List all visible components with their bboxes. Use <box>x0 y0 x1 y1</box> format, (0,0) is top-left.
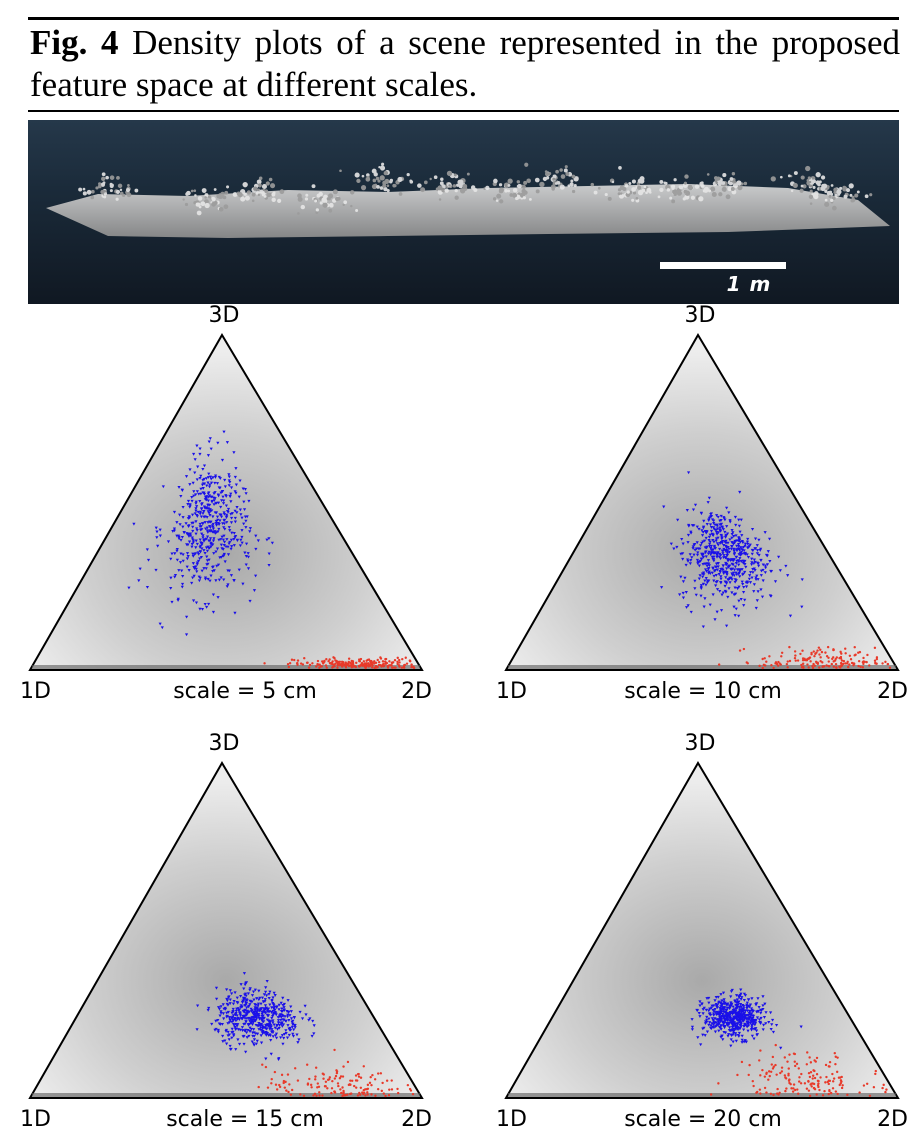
vertex-label-2d: 2D <box>877 1107 908 1132</box>
scene-point-cloud-image: 1 m <box>28 120 899 304</box>
ternary-triangle <box>28 761 424 1099</box>
vertex-label-1d: 1D <box>496 679 527 704</box>
ternary-triangle <box>504 333 900 671</box>
base-density-band <box>508 665 896 669</box>
ternary-plot <box>504 761 900 1099</box>
density-plot-scale-20cm: 3D 1D 2D scale = 20 cm <box>496 731 908 1136</box>
vertex-label-3d: 3D <box>684 303 716 328</box>
ternary-plot <box>28 333 424 671</box>
scale-bar-label: 1 m <box>726 272 772 296</box>
red-points <box>263 656 416 670</box>
caption-text: Density plots of a scene represented in … <box>30 23 901 104</box>
blue-points <box>127 430 274 637</box>
scale-label: scale = 15 cm <box>166 1107 324 1132</box>
blue-points <box>660 471 804 629</box>
density-plot-scale-5cm: 3D 1D 2D scale = 5 cm <box>20 303 432 708</box>
vertex-label-1d: 1D <box>20 1107 51 1132</box>
figure-caption: Fig. 4 Density plots of a scene represen… <box>30 22 900 106</box>
scale-label: scale = 10 cm <box>624 679 782 704</box>
base-density-band <box>508 1093 896 1097</box>
caption-top-rule <box>28 17 899 20</box>
ternary-triangle <box>504 761 900 1099</box>
vertex-label-3d: 3D <box>684 731 716 756</box>
figure-label: Fig. 4 <box>30 23 119 62</box>
scale-bar <box>660 262 786 269</box>
scene-render <box>46 162 890 269</box>
red-points <box>717 645 892 670</box>
caption-bottom-rule <box>28 110 899 112</box>
scale-label: scale = 5 cm <box>173 679 317 704</box>
vertex-label-2d: 2D <box>401 679 432 704</box>
ternary-plot <box>504 333 900 671</box>
vertex-label-1d: 1D <box>496 1107 527 1132</box>
density-plot-scale-10cm: 3D 1D 2D scale = 10 cm <box>496 303 908 708</box>
vertex-label-2d: 2D <box>401 1107 432 1132</box>
vertex-label-1d: 1D <box>20 679 51 704</box>
red-points <box>257 1048 415 1098</box>
base-density-band <box>32 1093 420 1097</box>
ternary-plot <box>28 761 424 1099</box>
base-density-band <box>32 665 420 669</box>
terrain-surface <box>46 184 890 238</box>
vertex-label-3d: 3D <box>208 303 240 328</box>
red-points <box>709 1043 888 1098</box>
ternary-triangle <box>28 333 424 671</box>
scale-label: scale = 20 cm <box>624 1107 782 1132</box>
vertex-label-2d: 2D <box>877 679 908 704</box>
blue-points <box>195 972 316 1062</box>
density-plot-scale-15cm: 3D 1D 2D scale = 15 cm <box>20 731 432 1136</box>
vertex-label-3d: 3D <box>208 731 240 756</box>
vegetation-clusters <box>78 162 873 216</box>
blue-points <box>690 988 803 1050</box>
